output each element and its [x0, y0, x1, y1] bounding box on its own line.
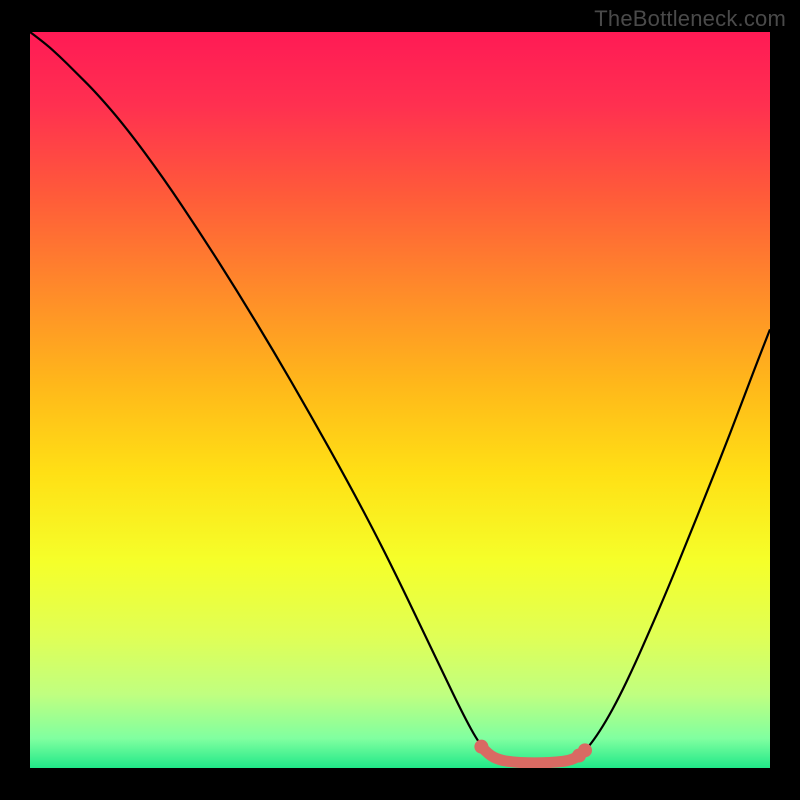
highlight-marker — [474, 740, 488, 754]
chart-background — [30, 32, 770, 768]
highlight-marker — [578, 743, 592, 757]
bottleneck-chart — [30, 32, 770, 768]
watermark-text: TheBottleneck.com — [594, 6, 786, 32]
chart-svg — [30, 32, 770, 768]
